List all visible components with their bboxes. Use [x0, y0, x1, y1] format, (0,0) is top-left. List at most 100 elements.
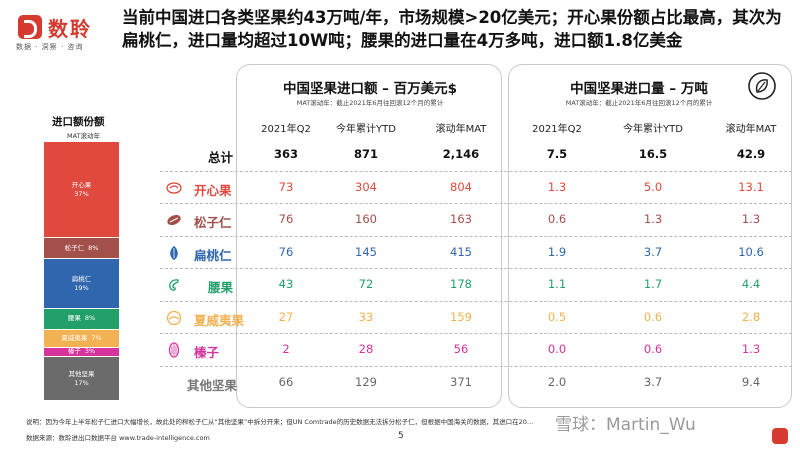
- value-cell: 415: [450, 244, 472, 259]
- footnote: 说明：因为今年上半年松子仁进口大幅增长，故此处的榨松子仁从“其他坚果”中拆分开来…: [26, 418, 534, 426]
- share-chart-title: 进口额份额: [52, 116, 105, 128]
- brand-logo: 数聆 数据 · 洞察 · 咨询: [8, 6, 118, 51]
- value-cell: 66: [278, 374, 294, 389]
- share-segment-value: 8%: [88, 243, 99, 252]
- value-cell: 129: [355, 374, 377, 389]
- share-segment: 腰果 8%: [44, 308, 119, 329]
- row-label: 其他坚果: [186, 377, 237, 393]
- pistachio-icon: [166, 180, 182, 196]
- volume-cell: 13.1: [738, 179, 764, 194]
- value-cell: 304: [355, 179, 377, 194]
- volume-cell: 3.7: [643, 374, 663, 389]
- row-separator: [160, 203, 792, 204]
- share-segment-value: 7%: [91, 333, 102, 342]
- row-separator: [160, 300, 792, 302]
- volume-cell: 1.3: [643, 212, 663, 226]
- volume-cell: 1.3: [741, 342, 761, 356]
- share-segment-label: 腰果: [67, 314, 81, 323]
- almond-icon: [166, 245, 182, 261]
- value-cell: 160: [355, 212, 377, 226]
- nut-logo-icon: [747, 71, 777, 101]
- share-chart-subtitle: MAT滚动年: [67, 132, 101, 140]
- value-cell: 159: [450, 309, 472, 324]
- value-cell: 2,146: [442, 147, 480, 161]
- value-cell: 73: [278, 179, 294, 194]
- share-segment-value: 3%: [84, 347, 96, 356]
- row-separator: [160, 235, 792, 237]
- value-cell: 76: [278, 212, 294, 226]
- volume-column-header: 今年累计YTD: [623, 124, 683, 135]
- data-source: 数据来源：数聆进出口数据平台 www.trade-intelligence.co…: [26, 434, 210, 442]
- volume-cell: 3.7: [643, 244, 663, 259]
- value-cell: 33: [358, 309, 374, 324]
- volume-cell: 1.9: [547, 244, 567, 259]
- value-panel-subtitle: MAT滚动年：截止2021年6月往回滚12个月的累计: [296, 99, 444, 107]
- volume-cell: 1.3: [547, 179, 567, 194]
- volume-cell: 2.0: [547, 374, 567, 389]
- share-segment-value: 19%: [74, 283, 89, 292]
- volume-cell: 0.0: [547, 342, 567, 356]
- value-cell: 145: [355, 244, 377, 259]
- value-cell: 371: [450, 374, 472, 389]
- share-segment-value: 8%: [84, 314, 96, 323]
- share-segment-label: 夏威夷果: [61, 333, 88, 342]
- value-cell: 804: [450, 179, 472, 194]
- share-segment: 榛子 3%: [44, 347, 119, 356]
- share-segment-label: 榛子: [67, 347, 81, 356]
- row-label: 腰果: [208, 280, 234, 295]
- row-separator: [160, 170, 792, 172]
- value-cell: 76: [278, 244, 294, 259]
- logo-mark-icon: [18, 15, 42, 39]
- row-separator: [160, 333, 792, 334]
- volume-cell: 5.0: [643, 179, 663, 194]
- hazelnut-icon: [166, 342, 182, 358]
- share-segment: 松子仁 8%: [44, 238, 119, 259]
- value-column-header: 滚动年MAT: [435, 124, 487, 135]
- row-label: 夏威夷果: [194, 312, 245, 328]
- row-separator: [160, 365, 792, 367]
- volume-cell: 0.5: [547, 309, 567, 324]
- corner-logo-icon: [772, 428, 788, 444]
- volume-cell: 2.8: [741, 309, 761, 324]
- value-cell: 178: [450, 277, 472, 291]
- row-label: 松子仁: [194, 215, 232, 230]
- value-column-header: 今年累计YTD: [336, 124, 396, 135]
- volume-cell: 7.5: [546, 147, 568, 161]
- value-cell: 363: [273, 147, 298, 161]
- value-cell: 43: [278, 277, 294, 291]
- share-segment: 夏威夷果 7%: [44, 329, 119, 347]
- row-separator: [160, 268, 792, 269]
- share-segment-label: 其他坚果: [68, 369, 95, 378]
- volume-panel-title: 中国坚果进口量 – 万吨: [570, 81, 708, 97]
- value-column-header: 2021年Q2: [261, 124, 311, 135]
- volume-cell: 1.7: [643, 277, 663, 291]
- value-cell: 27: [278, 309, 294, 324]
- volume-cell: 9.4: [741, 374, 761, 389]
- share-segment-label: 松子仁: [64, 243, 85, 252]
- page-number: 5: [398, 431, 404, 441]
- volume-column-header: 滚动年MAT: [725, 124, 777, 135]
- share-segment-value: 37%: [74, 189, 89, 198]
- value-cell: 56: [453, 342, 469, 356]
- volume-cell: 42.9: [736, 147, 766, 161]
- value-cell: 871: [353, 147, 378, 161]
- volume-column-header: 2021年Q2: [532, 124, 582, 135]
- volume-cell: 0.6: [643, 309, 663, 324]
- volume-cell: 0.6: [547, 212, 567, 226]
- volume-cell: 10.6: [738, 244, 764, 259]
- volume-cell: 0.6: [643, 342, 663, 356]
- cashew-icon: [166, 277, 182, 293]
- value-cell: 28: [358, 342, 374, 356]
- share-segment: 扁桃仁 19%: [44, 259, 119, 308]
- logo-tagline: 数据 · 洞察 · 咨询: [16, 43, 84, 51]
- share-segment: 其他坚果 17%: [44, 356, 119, 401]
- volume-panel-subtitle: MAT滚动年：截止2021年6月往回滚12个月的累计: [565, 99, 713, 107]
- macadamia-icon: [166, 310, 182, 326]
- row-label: 扁桃仁: [194, 247, 232, 263]
- volume-cell: 16.5: [638, 147, 668, 161]
- row-label: 开心果: [194, 182, 232, 198]
- share-segment: 开心果 37%: [44, 142, 119, 238]
- watermark: 雪球：Martin_Wu: [555, 415, 696, 435]
- volume-cell: 4.4: [741, 277, 761, 291]
- value-cell: 72: [358, 277, 374, 291]
